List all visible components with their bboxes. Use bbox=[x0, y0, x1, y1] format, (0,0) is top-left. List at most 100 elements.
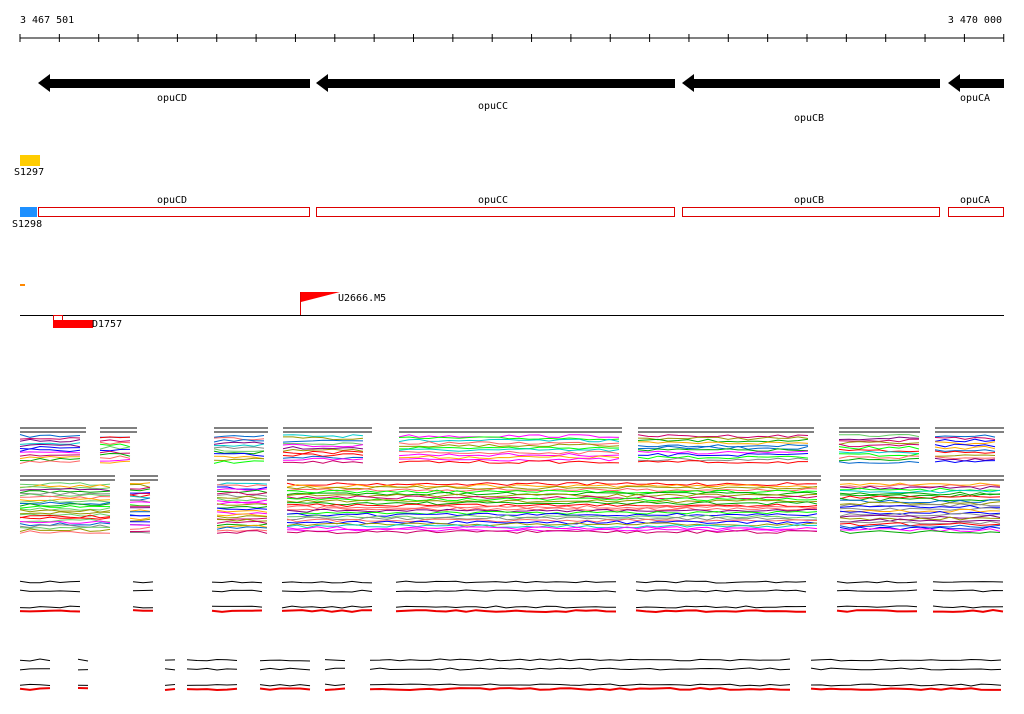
expression-line bbox=[19, 442, 81, 445]
expression-line bbox=[19, 511, 111, 515]
expression-block bbox=[324, 659, 346, 691]
expression-line bbox=[19, 530, 111, 534]
expression-line bbox=[186, 658, 238, 662]
expression-line bbox=[395, 609, 617, 614]
expression-line bbox=[216, 503, 268, 506]
expression-line bbox=[164, 668, 176, 671]
expression-line bbox=[129, 524, 151, 526]
feature-label: U2666.M5 bbox=[338, 293, 386, 304]
expression-line bbox=[211, 589, 263, 593]
expression-line bbox=[934, 454, 996, 457]
expression-line bbox=[129, 488, 151, 492]
expression-line bbox=[369, 683, 791, 687]
expression-line bbox=[259, 659, 311, 662]
expression-line bbox=[838, 455, 920, 460]
expression-line bbox=[211, 609, 263, 613]
expression-line bbox=[211, 580, 263, 584]
expression-line bbox=[934, 450, 996, 454]
expression-line bbox=[132, 581, 154, 584]
expression-line bbox=[810, 687, 1001, 691]
expression-line bbox=[99, 443, 131, 448]
expression-line bbox=[99, 448, 131, 452]
expression-line bbox=[211, 605, 263, 608]
expression-line bbox=[934, 443, 996, 448]
transcript-label: opuCA bbox=[960, 195, 990, 206]
gene-label: opuCC bbox=[478, 101, 508, 112]
expression-line bbox=[216, 513, 268, 517]
expression-block bbox=[838, 427, 920, 464]
expression-line bbox=[216, 529, 268, 532]
expression-line bbox=[932, 605, 1004, 609]
expression-line bbox=[164, 684, 176, 686]
transcript-box bbox=[316, 207, 675, 217]
expression-line bbox=[282, 446, 364, 450]
expression-line bbox=[99, 450, 131, 454]
expression-line bbox=[216, 495, 268, 500]
expression-line bbox=[286, 524, 818, 529]
expression-line bbox=[129, 509, 151, 512]
feature-label: S1298 bbox=[12, 219, 42, 230]
expression-line bbox=[259, 667, 311, 671]
expression-line bbox=[19, 460, 81, 464]
expression-line bbox=[838, 448, 920, 453]
expression-line bbox=[839, 485, 1001, 490]
expression-line bbox=[286, 514, 818, 519]
expression-line bbox=[324, 659, 346, 662]
expression-line bbox=[281, 609, 372, 613]
expression-line bbox=[839, 493, 1001, 498]
expression-line bbox=[19, 434, 81, 438]
expression-line bbox=[216, 491, 268, 496]
expression-line bbox=[216, 509, 268, 513]
expression-line bbox=[216, 507, 268, 511]
expression-line bbox=[839, 497, 1001, 502]
expression-line bbox=[838, 460, 920, 464]
expression-line bbox=[282, 434, 364, 439]
expression-line bbox=[637, 443, 809, 448]
expression-line bbox=[839, 508, 1001, 513]
expression-line bbox=[839, 489, 1001, 494]
expression-line bbox=[286, 508, 818, 513]
expression-line bbox=[213, 443, 265, 447]
expression-line bbox=[838, 450, 920, 455]
expression-line bbox=[369, 686, 791, 692]
gene-arrow bbox=[682, 74, 940, 92]
expression-block bbox=[836, 580, 918, 613]
gene-arrows bbox=[38, 74, 1004, 92]
expression-line bbox=[836, 605, 918, 608]
expression-line bbox=[934, 434, 996, 438]
expression-tracks bbox=[19, 427, 1004, 692]
expression-block bbox=[19, 580, 81, 613]
expression-line bbox=[213, 460, 265, 464]
expression-line bbox=[216, 526, 268, 530]
expression-line bbox=[839, 504, 1001, 509]
expression-line bbox=[398, 459, 620, 464]
expression-line bbox=[19, 455, 80, 460]
expression-line bbox=[398, 448, 620, 452]
expression-line bbox=[839, 512, 1001, 517]
expression-line bbox=[213, 446, 265, 450]
expression-line bbox=[213, 439, 265, 443]
expression-block bbox=[99, 427, 137, 464]
expression-line bbox=[286, 512, 818, 517]
expression-line bbox=[213, 455, 265, 460]
expression-block bbox=[286, 475, 821, 535]
expression-line bbox=[637, 436, 809, 441]
expression-line bbox=[839, 528, 1001, 533]
expression-line bbox=[286, 481, 818, 487]
expression-block bbox=[635, 580, 807, 614]
expression-line bbox=[838, 441, 920, 445]
expression-line bbox=[398, 436, 620, 441]
expression-line bbox=[637, 457, 809, 462]
expression-block bbox=[132, 581, 154, 612]
transcript-box bbox=[948, 207, 1004, 217]
expression-line bbox=[99, 445, 131, 450]
gene-label: opuCA bbox=[960, 93, 990, 104]
expression-line bbox=[129, 504, 151, 507]
ruler-ticks bbox=[19, 34, 1005, 42]
expression-line bbox=[216, 484, 268, 488]
expression-line bbox=[259, 684, 311, 687]
expression-line bbox=[19, 443, 81, 448]
expression-block bbox=[77, 658, 89, 690]
expression-line bbox=[19, 503, 111, 507]
